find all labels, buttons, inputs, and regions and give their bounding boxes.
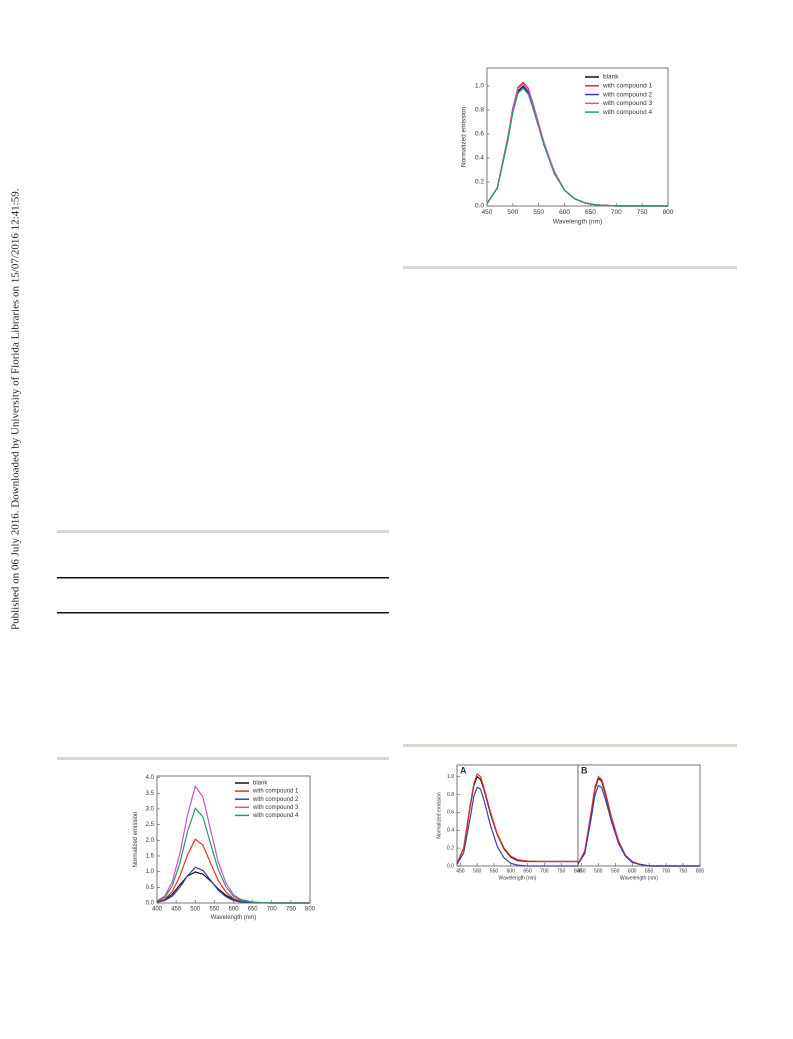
y-tick-label: 0.5 bbox=[146, 885, 155, 891]
y-tick-label: 1.0 bbox=[447, 774, 454, 780]
legend-label: with compound 3 bbox=[602, 100, 653, 107]
y-tick-label: 3.5 bbox=[146, 791, 155, 797]
series-line bbox=[577, 784, 700, 867]
y-tick-label: 0.0 bbox=[475, 203, 484, 210]
legend-label: with compound 4 bbox=[252, 813, 299, 819]
x-axis-label: Wavelength (nm) bbox=[499, 875, 537, 881]
x-tick-label: 800 bbox=[696, 868, 705, 874]
rule bbox=[57, 530, 389, 533]
x-axis-label: Wavelength (nm) bbox=[553, 218, 602, 225]
rule bbox=[57, 757, 389, 760]
x-tick-label: 550 bbox=[490, 868, 499, 874]
y-tick-label: 1.0 bbox=[146, 869, 155, 875]
x-tick-label: 500 bbox=[594, 868, 603, 874]
x-tick-label: 750 bbox=[286, 907, 297, 913]
legend-label: with compound 2 bbox=[252, 797, 299, 803]
legend-label: with compound 2 bbox=[602, 91, 653, 98]
x-axis-label: Wavelength (nm) bbox=[211, 915, 256, 921]
x-tick-label: 400 bbox=[152, 907, 163, 913]
series-line bbox=[486, 87, 668, 207]
x-tick-label: 700 bbox=[540, 868, 549, 874]
panel-label: B bbox=[581, 765, 588, 775]
y-tick-label: 0.0 bbox=[146, 901, 155, 907]
legend-label: blank bbox=[253, 781, 268, 787]
y-tick-label: 0.8 bbox=[447, 792, 454, 798]
y-tick-label: 0.0 bbox=[447, 863, 454, 869]
x-tick-label: 600 bbox=[228, 907, 239, 913]
x-tick-label: 500 bbox=[190, 907, 201, 913]
y-tick-label: 1.5 bbox=[146, 854, 155, 860]
y-tick-label: 0.6 bbox=[475, 131, 484, 138]
x-tick-label: 700 bbox=[611, 209, 622, 216]
panel-label: A bbox=[460, 765, 467, 775]
x-tick-label: 500 bbox=[473, 868, 482, 874]
series-line bbox=[156, 807, 310, 904]
rule bbox=[57, 612, 389, 614]
rule bbox=[403, 266, 737, 269]
y-tick-label: 3.0 bbox=[146, 807, 155, 813]
legend-label: blank bbox=[603, 74, 619, 81]
x-tick-label: 650 bbox=[248, 907, 259, 913]
x-tick-label: 600 bbox=[559, 209, 570, 216]
x-tick-label: 700 bbox=[267, 907, 278, 913]
x-axis-label: Wavelength (nm) bbox=[620, 875, 658, 881]
y-tick-label: 0.2 bbox=[475, 179, 484, 186]
x-tick-label: 650 bbox=[585, 209, 596, 216]
x-tick-label: 750 bbox=[679, 868, 688, 874]
x-tick-label: 550 bbox=[209, 907, 220, 913]
y-axis-label: Normalized emission bbox=[133, 812, 139, 868]
y-tick-label: 0.4 bbox=[447, 828, 454, 834]
plot-frame bbox=[456, 764, 579, 867]
legend-label: with compound 1 bbox=[252, 789, 299, 795]
x-tick-label: 550 bbox=[533, 209, 544, 216]
x-tick-label: 450 bbox=[171, 907, 182, 913]
legend-label: with compound 1 bbox=[602, 82, 653, 89]
x-tick-label: 650 bbox=[523, 868, 532, 874]
y-axis-label: Normalized emission bbox=[460, 106, 467, 167]
x-tick-label: 450 bbox=[577, 868, 586, 874]
y-tick-label: 2.5 bbox=[146, 822, 155, 828]
legend-label: with compound 3 bbox=[252, 805, 299, 811]
x-tick-label: 800 bbox=[574, 868, 583, 874]
legend-label: with compound 4 bbox=[602, 109, 653, 116]
y-tick-label: 0.8 bbox=[475, 107, 484, 114]
sidebar: Published on 06 July 2016. Downloaded by… bbox=[10, 188, 22, 630]
x-tick-label: 650 bbox=[645, 868, 654, 874]
x-tick-label: 450 bbox=[482, 209, 493, 216]
x-tick-label: 600 bbox=[507, 868, 516, 874]
y-tick-label: 0.6 bbox=[447, 810, 454, 816]
x-tick-label: 700 bbox=[662, 868, 671, 874]
x-tick-label: 600 bbox=[628, 868, 637, 874]
x-tick-label: 800 bbox=[305, 907, 316, 913]
y-tick-label: 0.4 bbox=[475, 155, 484, 162]
x-tick-label: 750 bbox=[637, 209, 648, 216]
plot-frame bbox=[577, 764, 701, 867]
x-tick-label: 800 bbox=[663, 209, 674, 216]
y-tick-label: 1.0 bbox=[475, 83, 484, 90]
rule bbox=[57, 577, 389, 579]
y-axis-label: Normalized emission bbox=[436, 792, 442, 839]
x-tick-label: 750 bbox=[557, 868, 566, 874]
y-tick-label: 4.0 bbox=[146, 775, 155, 781]
series-line bbox=[456, 786, 578, 867]
y-tick-label: 2.0 bbox=[146, 838, 155, 844]
x-tick-label: 550 bbox=[611, 868, 620, 874]
series-line bbox=[456, 772, 578, 864]
rule bbox=[403, 744, 737, 747]
x-tick-label: 450 bbox=[456, 868, 465, 874]
y-tick-label: 0.2 bbox=[447, 845, 454, 851]
x-tick-label: 500 bbox=[507, 209, 518, 216]
